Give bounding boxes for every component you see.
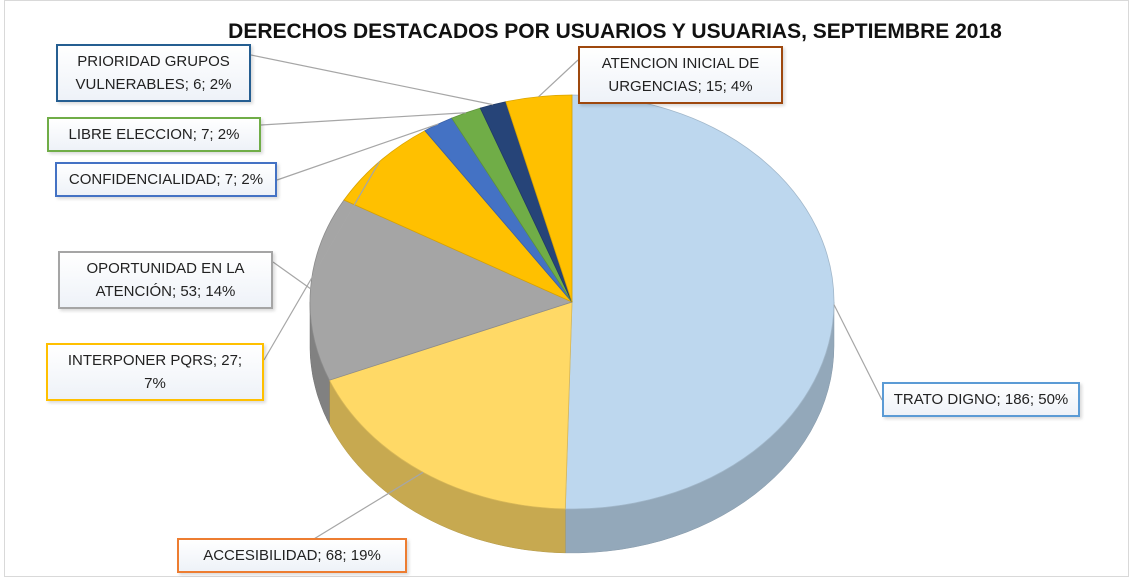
leader-line (272, 261, 311, 290)
data-label: ATENCION INICIAL DE URGENCIAS; 15; 4% (578, 46, 783, 104)
slice (505, 94, 573, 303)
chart-title: DERECHOS DESTACADOS POR USUARIOS Y USUAR… (228, 20, 1002, 43)
data-label: ACCESIBILIDAD; 68; 19% (177, 538, 407, 573)
data-label: PRIORIDAD GRUPOS VULNERABLES; 6; 2% (56, 44, 251, 102)
data-label: LIBRE ELECCION; 7; 2% (47, 117, 261, 152)
leader-line (538, 59, 579, 98)
chart-frame (4, 0, 1129, 577)
data-label: INTERPONER PQRS; 27; 7% (46, 343, 264, 401)
leader-line (276, 123, 439, 181)
data-label: CONFIDENCIALIDAD; 7; 2% (55, 162, 277, 197)
leader-line (303, 471, 424, 546)
leader-line (250, 54, 494, 106)
leader-line (263, 161, 380, 361)
data-label: TRATO DIGNO; 186; 50% (882, 382, 1080, 417)
data-label: OPORTUNIDAD EN LA ATENCIÓN; 53; 14% (58, 251, 273, 309)
leader-line (260, 112, 466, 126)
leader-line (833, 304, 883, 401)
slice (328, 301, 573, 510)
